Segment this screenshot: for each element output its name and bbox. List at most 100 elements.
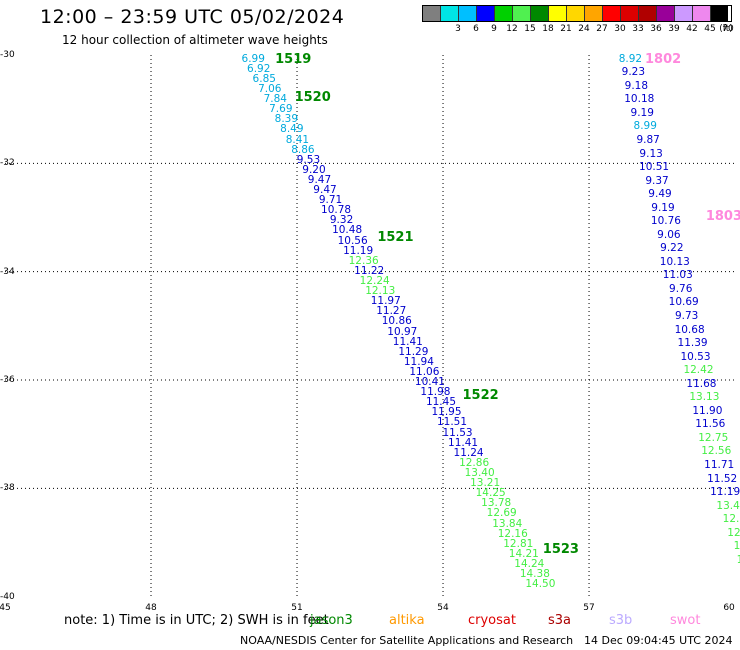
wave-height-value: 9.87: [636, 133, 660, 146]
wave-height-value: 11.27: [376, 305, 407, 318]
legend-bin-label: 30: [614, 24, 626, 34]
wave-height-value: 7.69: [269, 103, 293, 116]
legend-bin-label: 33: [632, 24, 644, 34]
wave-height-value: 8.49: [280, 123, 304, 136]
pass-label: 1521: [377, 230, 414, 246]
legend-swatch: [603, 6, 621, 21]
latitude-label: -40: [0, 591, 15, 602]
wave-height-value: 9.19: [630, 106, 654, 119]
legend-swatch: [567, 6, 585, 21]
wave-height-value: 11.19: [343, 244, 374, 257]
legend-swatch: [639, 6, 657, 21]
wave-height-value: 11.45: [425, 396, 456, 409]
wave-height-value: 10.69: [668, 296, 699, 309]
wave-height-value: 14.38: [519, 568, 550, 581]
wave-height-value: 8.92: [618, 52, 643, 65]
wave-height-value: 10.41: [414, 376, 445, 389]
wave-height-value: 9.23: [621, 66, 646, 79]
wave-height-value: 12.36: [348, 254, 379, 267]
legend-swatch: [477, 6, 495, 21]
wave-height-value: 9.47: [313, 184, 337, 197]
wave-height-value: 12.81: [503, 537, 534, 550]
longitude-label: 51: [291, 603, 303, 613]
wave-height-value: 11.95: [431, 406, 462, 419]
wave-height-value: 9.13: [639, 147, 663, 160]
legend-swatch: [495, 6, 513, 21]
legend-bin-label: 12: [506, 24, 518, 34]
wave-height-value: 12.86: [459, 456, 490, 469]
legend-bin-label: 15: [524, 24, 536, 34]
wave-height-value: 13.40: [464, 467, 495, 479]
wave-height-value: 10.68: [674, 323, 705, 336]
satellite-label: jason3: [310, 613, 353, 628]
wave-height-value: 12.13: [365, 285, 396, 298]
legend-bin-label: 45: [704, 24, 716, 34]
wave-height-value: 11.03: [662, 269, 693, 282]
legend-swatch: [621, 6, 639, 21]
wave-height-value: 9.73: [674, 310, 699, 323]
pass-label: 1803: [705, 208, 740, 224]
longitude-label: 48: [145, 603, 157, 613]
wave-height-value: 13.4: [716, 499, 740, 512]
wave-height-value: 10.48: [332, 224, 363, 237]
wave-height-value: 9.06: [657, 228, 681, 241]
wave-height-value: 10.86: [381, 315, 412, 328]
wave-height-value: 9.19: [651, 201, 675, 214]
wave-height-value: 8.41: [285, 133, 310, 146]
legend-swatch: [693, 6, 711, 21]
longitude-label: 54: [437, 603, 449, 613]
wave-height-value: 7.06: [258, 83, 282, 96]
wave-height-value: 14.25: [475, 487, 506, 500]
wave-height-value: 9.32: [329, 214, 354, 227]
legend-bin-label: 70: [722, 24, 734, 34]
wave-height-value: 9.71: [318, 194, 343, 207]
wave-height-value: 9.20: [302, 163, 326, 176]
wave-height-value: 13.84: [492, 517, 523, 530]
legend-swatch: [531, 6, 549, 21]
wave-height-value: 13.78: [481, 497, 512, 510]
footer-note: note: 1) Time is in UTC; 2) SWH is in fe…: [64, 613, 329, 628]
legend-swatch: [513, 6, 531, 21]
wave-height-value: 1: [733, 540, 740, 553]
wave-height-value: 12.56: [701, 445, 732, 458]
wave-height-value: 11.52: [707, 472, 738, 485]
wave-height-value: 8.99: [633, 120, 657, 133]
legend-bin-label: 24: [578, 24, 590, 34]
wave-height-value: 10.56: [337, 234, 368, 247]
pass-label: 1520: [294, 89, 331, 105]
wave-height-value: 11.19: [710, 486, 740, 499]
wave-height-value: 9.18: [624, 79, 649, 92]
wave-height-value: 8.86: [291, 143, 315, 156]
satellite-label: altika: [389, 613, 425, 628]
wave-height-value: 1: [736, 553, 740, 566]
wave-height-value: 11.06: [409, 365, 440, 378]
wave-height-value: 11.68: [686, 377, 717, 390]
footer-credit: NOAA/NESDIS Center for Satellite Applica…: [240, 634, 574, 647]
wave-height-value: 11.24: [453, 446, 484, 459]
pass-label: 1523: [542, 541, 579, 557]
map-title: 12:00 – 23:59 UTC 05/02/2024: [40, 6, 345, 28]
wave-height-value: 13.13: [689, 391, 720, 404]
wave-height-value: 6.92: [247, 62, 271, 75]
wave-height-value: 9.22: [660, 242, 684, 255]
legend-swatches: [422, 5, 732, 22]
wave-height-value: 10.97: [387, 325, 418, 338]
wave-height-value: 12: [727, 526, 740, 539]
wave-height-value: 14.50: [525, 578, 556, 591]
legend-bin-label: 21: [560, 24, 572, 34]
legend-bin-label: 6: [473, 24, 479, 34]
wave-height-value: 12.16: [497, 527, 528, 540]
satellite-label: cryosat: [468, 613, 516, 628]
wave-height-value: 11.41: [392, 335, 423, 348]
legend-bin-label: 3: [455, 24, 461, 34]
satellite-label: swot: [670, 613, 701, 628]
legend-swatch: [423, 6, 441, 21]
wave-height-value: 11.56: [695, 418, 726, 431]
wave-height-value: 13.21: [470, 477, 501, 490]
legend-swatch: [459, 6, 477, 21]
wave-height-value: 11.51: [436, 416, 468, 429]
wave-height-value: 8.39: [274, 113, 299, 126]
wave-height-value: 11.53: [442, 426, 473, 439]
color-legend: 3 6 9 12 15 18 21 24 27 30 33 36 39 42 45 70 (ft): [422, 5, 734, 36]
